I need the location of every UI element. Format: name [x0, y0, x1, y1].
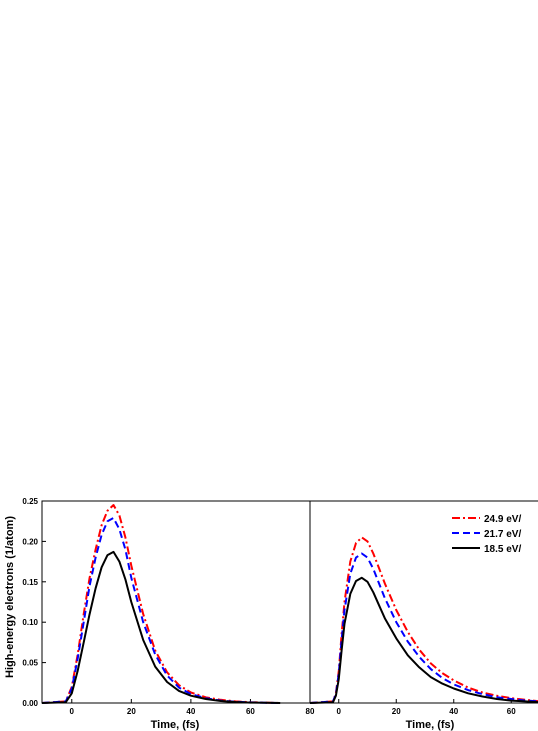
legend-label-2: 18.5 eV/	[484, 544, 521, 555]
y-tick-label-0-1: 0.05	[22, 659, 38, 668]
x-tick-label-1-0: 0	[337, 707, 342, 716]
plot-frame-0	[41, 500, 311, 704]
y-tick-label-0-0: 0.00	[22, 699, 38, 708]
legend-label-0: 24.9 eV/	[484, 514, 521, 525]
series-line-0-1	[41, 517, 281, 704]
y-tick-label-0-5: 0.25	[22, 497, 38, 506]
series-line-0-2	[41, 550, 281, 704]
x-tick-label-1-3: 60	[507, 707, 516, 716]
x-tick-label-0-4: 80	[306, 707, 315, 716]
x-tick-label-0-1: 20	[127, 707, 136, 716]
x-tick-label-1-1: 20	[392, 707, 401, 716]
x-tick-label-0-2: 40	[186, 707, 195, 716]
series-line-0-0	[41, 504, 281, 704]
x-tick-label-0-3: 60	[246, 707, 255, 716]
y-tick-label-0-3: 0.15	[22, 578, 38, 587]
x-axis-label-left: Time, (fs)	[151, 719, 200, 731]
x-axis-label-right: Time, (fs)	[406, 719, 455, 731]
series-line-1-2	[309, 576, 538, 704]
legend-label-1: 21.7 eV/	[484, 529, 521, 540]
x-tick-label-0-0: 0	[70, 707, 75, 716]
y-tick-label-0-2: 0.10	[22, 618, 38, 627]
x-tick-label-1-2: 40	[449, 707, 458, 716]
y-axis-label: High-energy electrons (1/atom)	[4, 516, 16, 678]
y-tick-label-0-4: 0.20	[22, 537, 38, 546]
plot-frame-1	[309, 500, 538, 704]
series-line-1-0	[309, 536, 538, 704]
